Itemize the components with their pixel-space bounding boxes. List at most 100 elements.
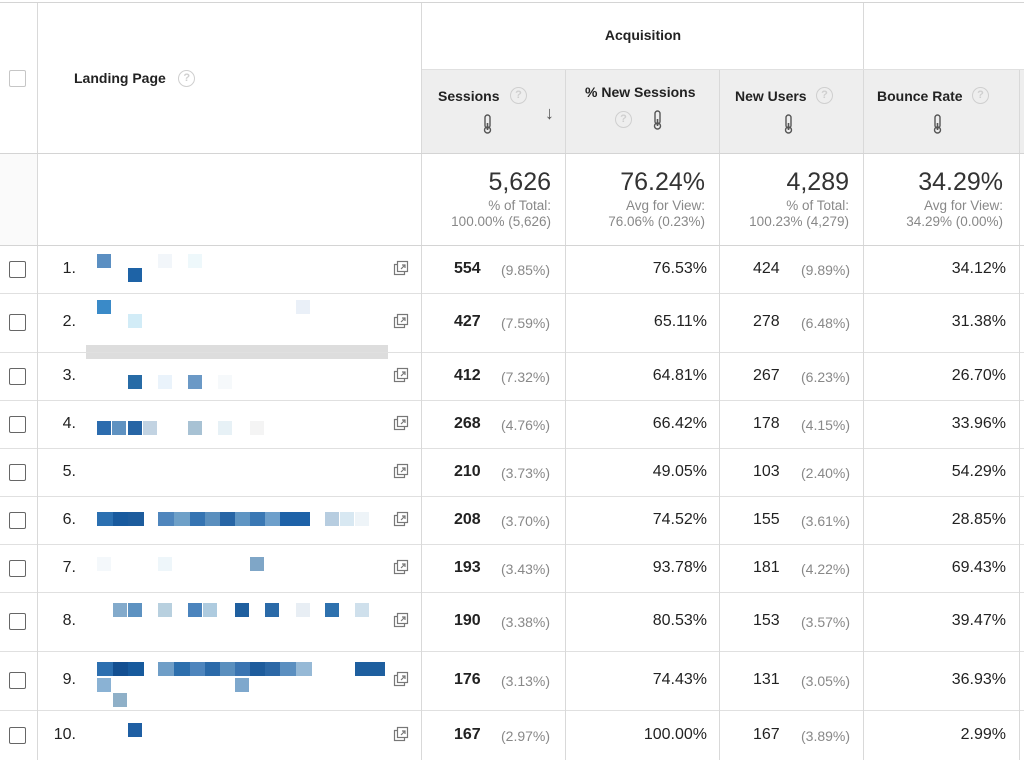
bounce-rate-total: 34.29% bbox=[918, 168, 1003, 196]
open-in-new-window-icon[interactable] bbox=[393, 313, 409, 329]
sessions-value: 176 bbox=[454, 671, 481, 688]
obscured-url-pixel bbox=[190, 512, 206, 526]
select-all-checkbox[interactable] bbox=[9, 70, 26, 87]
question-circle-icon[interactable]: ? bbox=[972, 87, 989, 104]
obscured-url-pixel bbox=[220, 662, 236, 676]
obscured-url-pixel bbox=[218, 421, 232, 435]
row-checkbox[interactable] bbox=[9, 463, 26, 481]
row-checkbox[interactable] bbox=[9, 559, 26, 577]
obscured-url-pixel bbox=[128, 723, 142, 737]
row-checkbox[interactable] bbox=[9, 672, 26, 689]
row-number: 6. bbox=[62, 510, 76, 528]
row-checkbox[interactable] bbox=[9, 511, 26, 529]
question-circle-icon[interactable]: ? bbox=[816, 87, 833, 104]
arrow-down-icon[interactable]: ↓ bbox=[545, 103, 554, 123]
thermometer-icon[interactable] bbox=[784, 114, 793, 134]
bounce-rate-value: 26.70% bbox=[951, 366, 1006, 384]
new-sessions-value: 80.53% bbox=[652, 612, 707, 629]
obscured-url-pixel bbox=[143, 421, 157, 435]
obscured-url-pixel bbox=[325, 512, 339, 526]
open-in-new-window-icon[interactable] bbox=[393, 511, 409, 527]
new-users-percent: (6.23%) bbox=[801, 368, 851, 385]
new-users-column-header[interactable]: New Users ? bbox=[720, 70, 863, 154]
obscured-url-pixel bbox=[188, 375, 202, 389]
sessions-percent: (3.73%) bbox=[501, 464, 551, 481]
obscured-url-pixel bbox=[355, 662, 385, 676]
obscured-url-pixel bbox=[325, 603, 339, 617]
acquisition-group-header: Acquisition bbox=[422, 3, 864, 70]
row-number: 2. bbox=[62, 313, 76, 330]
open-in-new-window-icon[interactable] bbox=[393, 726, 409, 742]
obscured-url-pixel bbox=[188, 421, 202, 435]
row-number: 3. bbox=[62, 366, 76, 384]
obscured-url-pixel bbox=[250, 662, 266, 676]
obscured-url-pixel bbox=[174, 512, 190, 526]
row-checkbox[interactable] bbox=[9, 415, 26, 433]
row-number: 9. bbox=[62, 671, 76, 688]
open-in-new-window-icon[interactable] bbox=[393, 415, 409, 431]
obscured-url-pixel bbox=[113, 662, 129, 676]
open-in-new-window-icon[interactable] bbox=[393, 260, 409, 276]
sessions-percent: (2.97%) bbox=[501, 727, 551, 744]
row-number: 8. bbox=[62, 612, 76, 629]
sessions-value: 167 bbox=[454, 725, 481, 743]
obscured-url-pixel bbox=[203, 603, 217, 617]
new-users-percent: (9.89%) bbox=[801, 261, 851, 278]
sessions-percent: (3.38%) bbox=[501, 614, 551, 630]
next-column-header-stub bbox=[1020, 70, 1024, 154]
obscured-url-pixel bbox=[128, 512, 144, 526]
obscured-url-pixel bbox=[355, 512, 369, 526]
obscured-url-pixel bbox=[250, 512, 266, 526]
obscured-url-pixel bbox=[97, 300, 111, 314]
bounce-rate-value: 31.38% bbox=[951, 313, 1006, 330]
obscured-url-pixel bbox=[250, 557, 264, 571]
acquisition-label: Acquisition bbox=[604, 27, 682, 43]
sessions-percent: (3.43%) bbox=[501, 560, 551, 577]
thermometer-icon[interactable] bbox=[483, 114, 492, 134]
obscured-url-pixel bbox=[113, 603, 127, 617]
sessions-value: 193 bbox=[454, 558, 481, 576]
sessions-column-header[interactable]: Sessions ? ↓ bbox=[422, 70, 565, 154]
obscured-url-pixel bbox=[158, 254, 172, 268]
row-checkbox[interactable] bbox=[9, 367, 26, 385]
open-in-new-window-icon[interactable] bbox=[393, 612, 409, 628]
obscured-url-pixel bbox=[113, 693, 127, 707]
obscured-url-pixel bbox=[340, 512, 354, 526]
new-users-value: 131 bbox=[753, 671, 780, 688]
open-in-new-window-icon[interactable] bbox=[393, 367, 409, 383]
new-users-percent: (6.48%) bbox=[801, 315, 851, 331]
row-checkbox[interactable] bbox=[9, 314, 26, 331]
open-in-new-window-icon[interactable] bbox=[393, 559, 409, 575]
open-in-new-window-icon[interactable] bbox=[393, 671, 409, 687]
row-checkbox[interactable] bbox=[9, 613, 26, 630]
obscured-url-pixel bbox=[158, 662, 174, 676]
new-sessions-total-line2: 76.06% (0.23%) bbox=[608, 214, 705, 229]
row-checkbox[interactable] bbox=[9, 726, 26, 744]
question-circle-icon[interactable]: ? bbox=[510, 87, 527, 104]
sessions-percent: (3.70%) bbox=[501, 512, 551, 529]
bounce-rate-value: 28.85% bbox=[951, 510, 1006, 528]
bounce-rate-total-line2: 34.29% (0.00%) bbox=[906, 214, 1003, 229]
bounce-rate-column-header[interactable]: Bounce Rate ? bbox=[864, 70, 1019, 154]
sessions-percent: (3.13%) bbox=[501, 673, 551, 689]
landing-page-header[interactable]: Landing Page ? bbox=[74, 70, 196, 90]
open-in-new-window-icon[interactable] bbox=[393, 463, 409, 479]
sessions-value: 190 bbox=[454, 612, 481, 629]
obscured-url-pixel bbox=[128, 375, 142, 389]
new-sessions-value: 65.11% bbox=[653, 313, 707, 330]
new-users-percent: (4.22%) bbox=[801, 560, 851, 577]
obscured-url-pixel bbox=[250, 421, 264, 435]
new-sessions-column-header[interactable]: % New Sessions ? bbox=[566, 70, 719, 154]
obscured-url-pixel bbox=[97, 512, 113, 526]
thermometer-icon[interactable] bbox=[653, 110, 662, 130]
obscured-url-pixel bbox=[355, 603, 369, 617]
row-checkbox[interactable] bbox=[9, 260, 26, 278]
new-sessions-value: 74.52% bbox=[652, 510, 707, 528]
thermometer-icon[interactable] bbox=[933, 114, 942, 134]
question-circle-icon[interactable]: ? bbox=[178, 70, 196, 88]
new-users-total-line2: 100.23% (4,279) bbox=[749, 214, 849, 229]
question-circle-icon[interactable]: ? bbox=[615, 111, 632, 128]
sessions-value: 412 bbox=[454, 366, 481, 384]
new-users-value: 155 bbox=[753, 510, 780, 528]
